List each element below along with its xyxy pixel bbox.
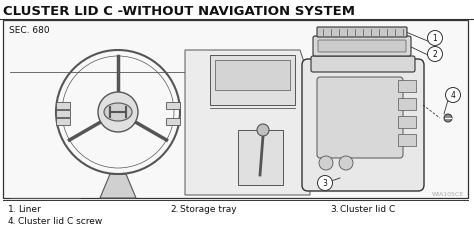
Polygon shape <box>185 50 310 195</box>
Text: WIA105CE: WIA105CE <box>432 192 464 197</box>
Circle shape <box>446 87 461 102</box>
Text: 3.: 3. <box>330 205 338 214</box>
Bar <box>166 118 180 125</box>
Circle shape <box>339 156 353 170</box>
Text: 2: 2 <box>433 50 438 59</box>
Circle shape <box>98 92 138 132</box>
Text: SEC. 680: SEC. 680 <box>9 26 50 35</box>
Bar <box>56 110 70 117</box>
Bar <box>56 102 70 109</box>
Bar <box>398 98 416 110</box>
FancyBboxPatch shape <box>317 77 403 158</box>
Circle shape <box>319 156 333 170</box>
Bar <box>398 80 416 92</box>
Circle shape <box>428 31 443 46</box>
Text: 3: 3 <box>323 179 328 188</box>
Text: Liner: Liner <box>18 205 41 214</box>
Text: 4: 4 <box>451 91 456 100</box>
Bar <box>215 60 290 90</box>
FancyBboxPatch shape <box>302 59 424 191</box>
FancyBboxPatch shape <box>318 40 406 52</box>
Bar <box>166 102 180 109</box>
Circle shape <box>428 46 443 61</box>
FancyBboxPatch shape <box>313 36 411 56</box>
Polygon shape <box>100 174 136 198</box>
Bar <box>238 130 283 185</box>
Circle shape <box>257 124 269 136</box>
Bar <box>398 116 416 128</box>
FancyBboxPatch shape <box>311 56 415 72</box>
Text: 1: 1 <box>433 34 438 43</box>
Circle shape <box>318 176 332 191</box>
FancyBboxPatch shape <box>317 27 407 37</box>
Text: Storage tray: Storage tray <box>180 205 237 214</box>
Bar <box>210 55 295 105</box>
Text: Cluster lid C: Cluster lid C <box>340 205 395 214</box>
Text: Cluster lid C screw: Cluster lid C screw <box>18 218 102 227</box>
Ellipse shape <box>104 103 132 121</box>
Text: 4.: 4. <box>8 218 17 227</box>
Bar <box>398 134 416 146</box>
Text: CLUSTER LID C -WITHOUT NAVIGATION SYSTEM: CLUSTER LID C -WITHOUT NAVIGATION SYSTEM <box>3 5 355 18</box>
Text: 2.: 2. <box>170 205 179 214</box>
Circle shape <box>444 114 452 122</box>
Bar <box>56 118 70 125</box>
Text: 1.: 1. <box>8 205 17 214</box>
Bar <box>3 20 468 198</box>
